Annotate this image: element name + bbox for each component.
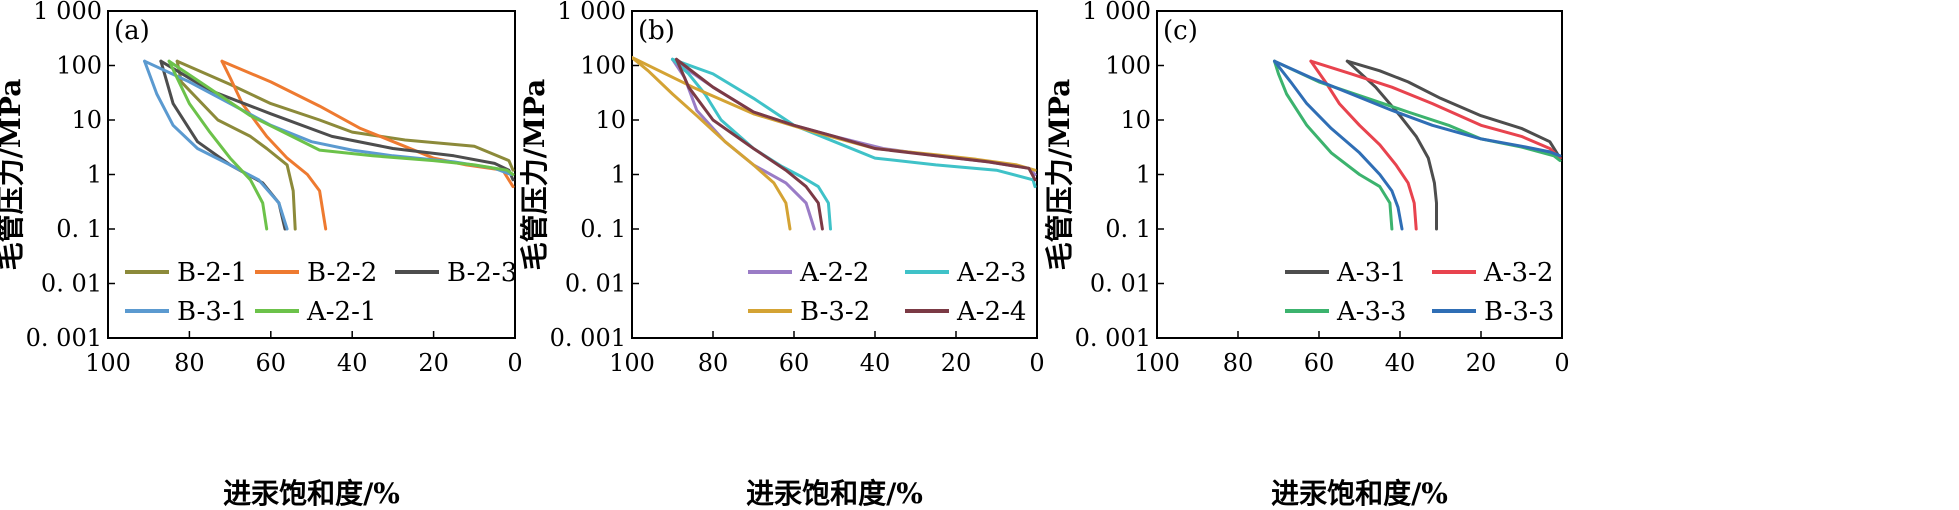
x-tick-label: 60 [256, 349, 287, 377]
series-line-A-3-3 [1273, 59, 1394, 231]
legend-label-B-3-1: B-3-1 [177, 297, 247, 327]
x-tick-label: 100 [609, 349, 655, 377]
x-tick-label: 80 [1223, 349, 1254, 377]
legend-label-A-2-3: A-2-3 [956, 258, 1026, 288]
legend-label-B-3-3: B-3-3 [1484, 297, 1554, 327]
x-tick-label: 100 [85, 349, 131, 377]
y-tick-label: 0. 001 [26, 324, 102, 352]
y-tick-label: 0. 01 [565, 270, 626, 298]
x-tick-label: 0 [1554, 349, 1569, 377]
x-axis-title: 进汞饱和度/% [223, 477, 400, 510]
y-tick-label: 1 000 [1082, 0, 1151, 25]
legend-label-B-2-3: B-2-3 [447, 258, 517, 288]
panel-label: (b) [638, 16, 675, 46]
legend-label-A-2-1: A-2-1 [306, 297, 376, 327]
y-tick-label: 1 000 [33, 0, 102, 25]
y-tick-label: 1 [1136, 161, 1151, 189]
x-axis-title: 进汞饱和度/% [746, 477, 923, 510]
series-line-B-3-3 [1273, 59, 1404, 231]
series-line-A-2-1 [167, 59, 515, 176]
y-tick-label: 10 [1120, 106, 1151, 134]
series-line-A-2-3 [671, 57, 1037, 189]
legend-label-A-3-2: A-3-2 [1483, 258, 1553, 288]
legend-label-A-3-1: A-3-1 [1336, 258, 1406, 288]
series-line-B-2-1 [175, 59, 297, 231]
y-axis-title: 毛管压力/MPa [518, 79, 551, 271]
legend-label-B-3-2: B-3-2 [800, 297, 870, 327]
y-tick-label: 100 [580, 52, 626, 80]
series-line-A-2-2 [671, 57, 1037, 176]
panel-label: (a) [114, 16, 150, 46]
series-line-A-3-1 [1345, 59, 1438, 231]
legend-label-B-2-2: B-2-2 [307, 258, 377, 288]
y-tick-label: 100 [56, 52, 102, 80]
y-tick-label: 0. 001 [1075, 324, 1151, 352]
series-group [1273, 59, 1562, 231]
y-tick-label: 1 000 [557, 0, 626, 25]
x-axis-title: 进汞饱和度/% [1271, 477, 1448, 510]
plot-frame [631, 10, 1038, 339]
x-tick-label: 0 [1029, 349, 1044, 377]
y-tick-label: 0. 01 [1090, 270, 1151, 298]
series-line-B-2-3 [159, 59, 515, 182]
x-tick-label: 20 [418, 349, 449, 377]
panel-label: (c) [1163, 16, 1198, 46]
series-line-A-3-2 [1309, 59, 1562, 160]
y-tick-label: 100 [1105, 52, 1151, 80]
y-tick-label: 0. 001 [550, 324, 626, 352]
y-axis-title: 毛管压力/MPa [0, 79, 27, 271]
series-line-A-3-1 [1345, 59, 1562, 160]
series-line-B-3-2 [632, 56, 792, 231]
series-line-A-2-4 [675, 57, 1037, 182]
x-tick-label: 0 [507, 349, 522, 377]
legend-label-A-2-4: A-2-4 [956, 297, 1026, 327]
y-tick-label: 0. 1 [56, 215, 102, 243]
y-tick-label: 10 [595, 106, 626, 134]
y-tick-label: 0. 1 [1105, 215, 1151, 243]
series-group [632, 56, 1037, 231]
y-tick-label: 0. 01 [41, 270, 102, 298]
x-tick-label: 40 [1385, 349, 1416, 377]
series-group [143, 59, 515, 231]
series-line-B-3-1 [143, 59, 289, 231]
y-tick-label: 1 [87, 161, 102, 189]
y-tick-label: 10 [71, 106, 102, 134]
series-line-A-3-2 [1309, 59, 1418, 231]
series-line-B-2-2 [220, 59, 328, 231]
x-tick-label: 60 [779, 349, 810, 377]
series-line-B-3-3 [1273, 59, 1562, 158]
legend-label-A-2-2: A-2-2 [799, 258, 869, 288]
series-line-A-2-2 [671, 57, 816, 231]
legend-label-A-3-3: A-3-3 [1336, 297, 1406, 327]
x-tick-label: 100 [1134, 349, 1180, 377]
x-tick-label: 40 [337, 349, 368, 377]
series-line-A-2-1 [167, 59, 269, 231]
y-tick-label: 1 [611, 161, 626, 189]
y-tick-label: 0. 1 [580, 215, 626, 243]
y-axis-title: 毛管压力/MPa [1043, 79, 1076, 271]
x-tick-label: 20 [1466, 349, 1497, 377]
x-tick-label: 40 [860, 349, 891, 377]
x-tick-label: 20 [941, 349, 972, 377]
x-tick-label: 80 [698, 349, 729, 377]
x-tick-label: 60 [1304, 349, 1335, 377]
x-tick-label: 80 [174, 349, 205, 377]
series-line-B-2-1 [175, 59, 515, 172]
legend-label-B-2-1: B-2-1 [177, 258, 247, 288]
series-line-A-2-4 [675, 57, 824, 231]
